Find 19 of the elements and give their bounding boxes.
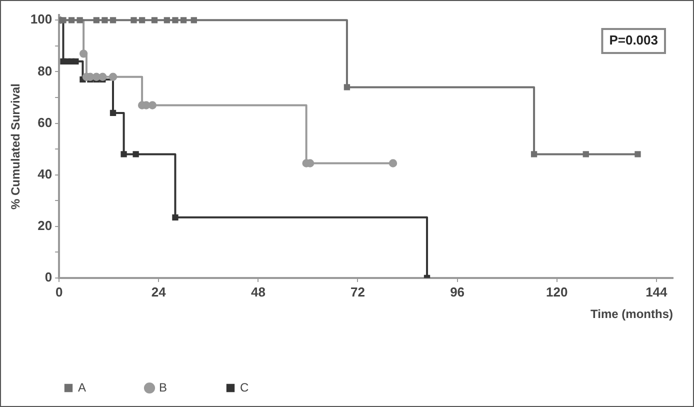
x-tick-label: 96 [450, 284, 465, 300]
x-tick-label: 144 [646, 284, 668, 300]
y-tick-label: 0 [44, 270, 52, 285]
annotation: P=0.003 [609, 32, 658, 48]
y-axis-title: % Cumulated Survival [8, 83, 23, 210]
x-tick-label: 48 [250, 284, 266, 300]
x-tick-label: 0 [55, 284, 63, 300]
x-tick-label: 72 [350, 284, 365, 300]
y-tick-label: 20 [38, 218, 52, 234]
legend-label: A [78, 380, 86, 394]
legend-label: C [240, 380, 250, 394]
x-axis-title: Time (months) [590, 307, 673, 322]
y-tick-label: 80 [38, 63, 52, 78]
y-tick-label: 100 [30, 12, 52, 27]
x-tick-label: 120 [546, 284, 568, 300]
y-tick-label: 40 [38, 166, 52, 182]
legend-label: B [159, 380, 168, 394]
x-tick-label: 24 [151, 284, 167, 300]
y-tick-label: 60 [38, 114, 52, 130]
